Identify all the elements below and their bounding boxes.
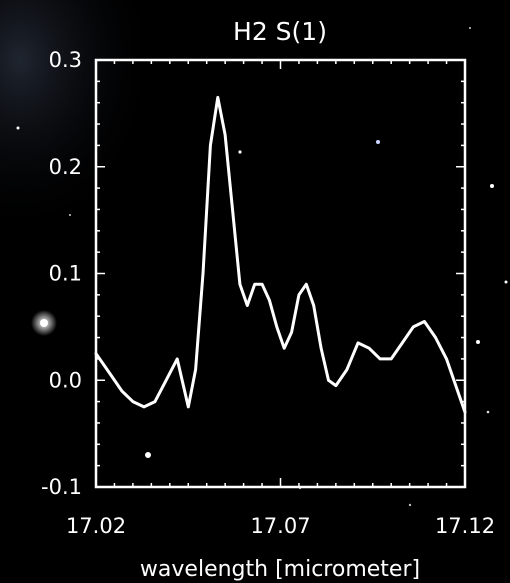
y-tick-label: 0.0 (49, 368, 82, 392)
star (145, 452, 151, 458)
star (69, 214, 71, 216)
star (486, 410, 490, 414)
x-axis-ticks (95, 60, 466, 487)
x-axis-tick-labels: 17.02 17.07 17.12 (66, 514, 495, 538)
y-tick-label: 0.3 (49, 48, 82, 72)
plot-frame (94, 58, 467, 489)
star (408, 503, 412, 507)
y-tick-label: -0.1 (41, 475, 82, 499)
y-axis-tick-labels: 0.3 0.2 0.1 0.0 -0.1 (41, 48, 82, 499)
x-tick-label: 17.07 (250, 514, 310, 538)
y-axis-ticks (96, 59, 465, 488)
x-tick-label: 17.12 (435, 514, 495, 538)
x-tick-label: 17.02 (66, 514, 126, 538)
nebula-haze (0, 0, 160, 240)
y-tick-label: 0.2 (49, 155, 82, 179)
star (238, 150, 242, 154)
star (469, 27, 471, 29)
star (376, 140, 380, 144)
bright-star-core (40, 319, 48, 327)
star (490, 184, 494, 188)
star (504, 280, 508, 284)
star (16, 126, 20, 130)
spectrum-series-line (94, 95, 467, 414)
star (476, 340, 480, 344)
starfield-background (0, 0, 508, 507)
chart-title: H2 S(1) (233, 17, 327, 46)
series-group (94, 95, 467, 414)
y-tick-label: 0.1 (49, 262, 82, 286)
x-axis-label: wavelength [micrometer] (140, 557, 420, 582)
